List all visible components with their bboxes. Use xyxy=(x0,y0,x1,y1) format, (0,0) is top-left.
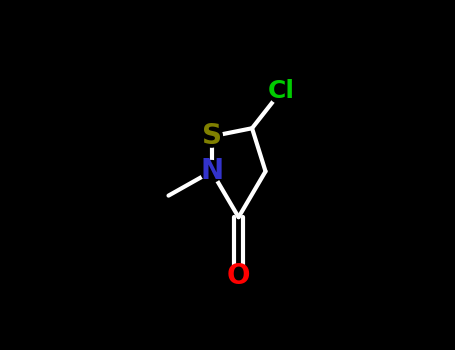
Circle shape xyxy=(268,77,295,104)
Circle shape xyxy=(201,126,222,147)
Text: O: O xyxy=(227,262,250,290)
Circle shape xyxy=(228,266,249,287)
Text: S: S xyxy=(202,122,222,150)
Text: Cl: Cl xyxy=(268,78,295,103)
Circle shape xyxy=(201,161,222,182)
Text: N: N xyxy=(200,158,223,186)
